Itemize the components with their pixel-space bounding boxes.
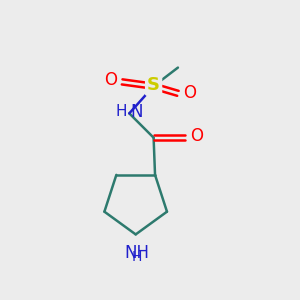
Text: NH: NH	[124, 244, 150, 262]
Text: O: O	[183, 84, 196, 102]
Text: O: O	[104, 71, 117, 89]
Text: H: H	[116, 104, 127, 119]
Text: O: O	[190, 127, 203, 145]
Text: H: H	[132, 250, 142, 264]
Text: S: S	[147, 76, 160, 94]
Text: N: N	[131, 103, 143, 121]
